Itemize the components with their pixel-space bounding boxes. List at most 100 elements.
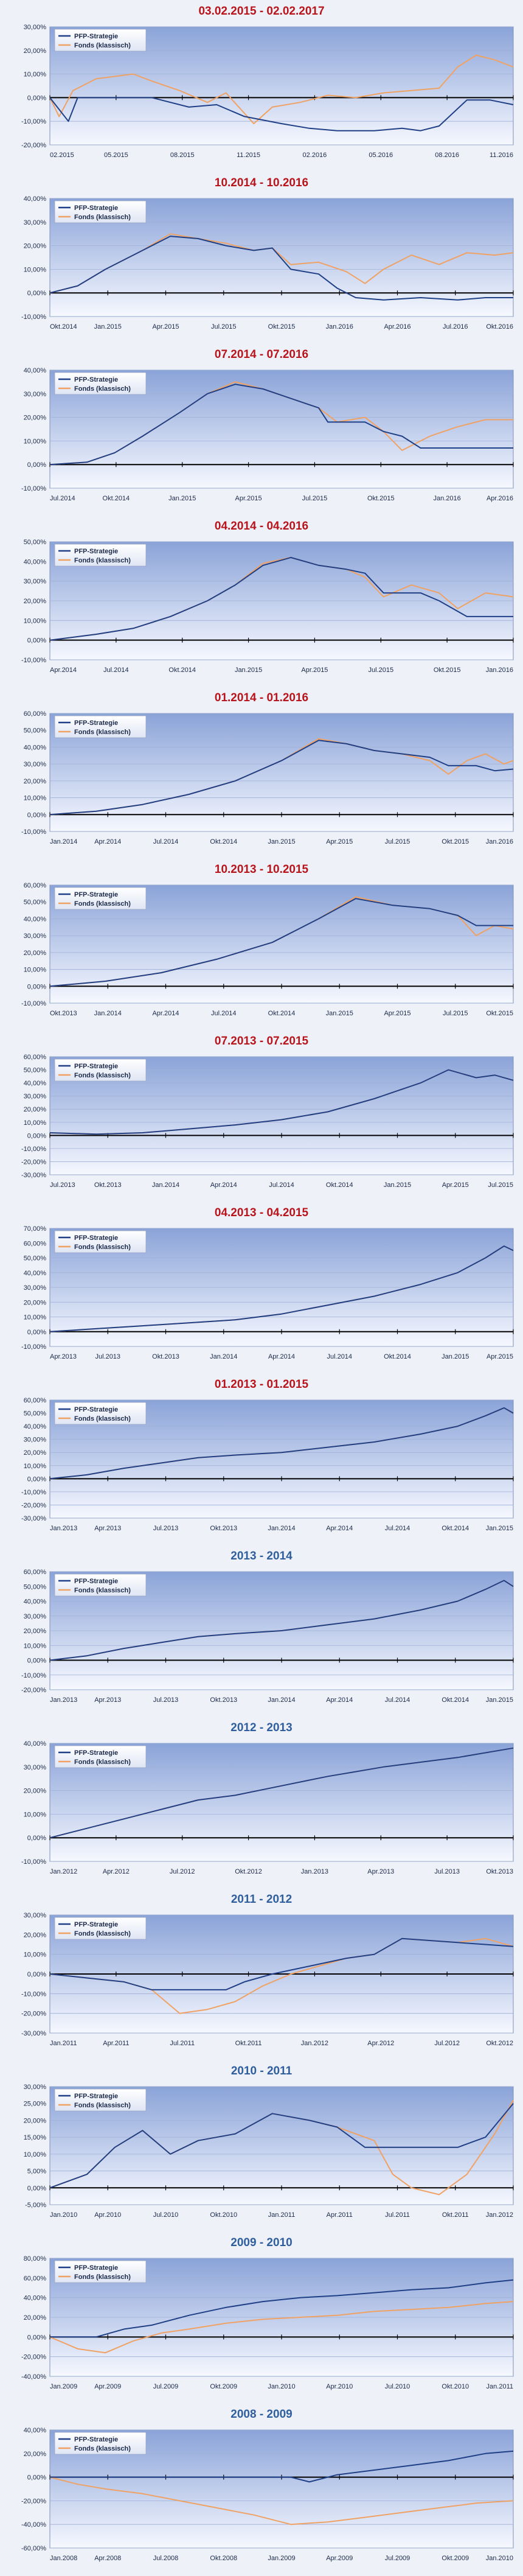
- legend: [54, 887, 147, 910]
- chart-title: 03.02.2015 - 02.02.2017: [198, 5, 325, 18]
- y-tick-label: 40,00%: [24, 1080, 47, 1087]
- y-tick-label: 50,00%: [24, 727, 47, 735]
- legend-label: Fonds (klassisch): [74, 557, 131, 564]
- y-tick-label: 40,00%: [24, 2295, 47, 2302]
- x-tick-label: Jan.2011: [268, 2211, 295, 2219]
- chart-title: 2009 - 2010: [230, 2236, 293, 2249]
- y-tick-label: 20,00%: [24, 243, 47, 250]
- chart-title: 01.2013 - 01.2015: [214, 1378, 309, 1391]
- legend-label: PFP-Strategie: [74, 2093, 118, 2100]
- chart-panel: 2011 - 2012 30,00% 20,00% 10,00% 0,00% -10,00…: [2, 1889, 521, 2053]
- y-tick-label: 20,00%: [24, 2451, 47, 2458]
- y-tick-label: 50,00%: [24, 1255, 47, 1262]
- x-tick-label: Apr.2009: [326, 2555, 353, 2562]
- x-tick-label: Apr.2015: [326, 838, 353, 845]
- x-tick-label: Okt.2015: [442, 838, 469, 845]
- chart-panel: 2013 - 2014 60,00% 50,00% 40,00% 30,00% 20,00…: [2, 1546, 521, 1709]
- y-tick-label: -10,00%: [21, 1858, 46, 1866]
- series-line-strategy: [49, 1407, 514, 1480]
- x-tick-label: Jan.2015: [326, 1010, 353, 1017]
- x-tick-label: Jan.2015: [94, 323, 122, 331]
- y-tick-label: 50,00%: [24, 899, 47, 906]
- y-tick-label: 30,00%: [24, 1912, 47, 1919]
- legend: [54, 544, 147, 567]
- x-tick-label: Apr.2014: [268, 1353, 295, 1360]
- x-tick-label: Apr.2015: [152, 323, 179, 331]
- legend-label: PFP-Strategie: [74, 376, 118, 383]
- legend-label: PFP-Strategie: [74, 1406, 118, 1413]
- x-tick-label: Jan.2014: [50, 838, 77, 845]
- chart-svg: 60,00% 50,00% 40,00% 30,00% 20,00% 10,00% 0,00…: [21, 1054, 514, 1189]
- y-tick-label: 60,00%: [24, 1054, 47, 1061]
- legend-label: Fonds (klassisch): [74, 1244, 131, 1251]
- legend-label: PFP-Strategie: [74, 719, 118, 727]
- legend: [54, 1917, 147, 1940]
- y-tick-label: 30,00%: [24, 1613, 47, 1620]
- y-tick-label: 10,00%: [24, 617, 47, 625]
- y-tick-label: 20,00%: [24, 1106, 47, 1113]
- y-tick-label: 10,00%: [24, 1951, 47, 1959]
- x-tick-label: Jul.2014: [385, 1696, 410, 1704]
- x-tick-label: Apr.2011: [103, 2040, 129, 2047]
- chart-title: 2008 - 2009: [230, 2408, 293, 2421]
- y-tick-label: 60,00%: [24, 1569, 47, 1576]
- y-tick-label: 20,00%: [24, 1449, 47, 1457]
- x-tick-label: Jan.2015: [268, 838, 295, 845]
- legend-label: PFP-Strategie: [74, 548, 118, 555]
- x-tick-label: Okt.2011: [442, 2211, 469, 2219]
- y-tick-label: -10,00%: [21, 1146, 46, 1153]
- x-tick-label: Jan.2015: [442, 1353, 469, 1360]
- y-tick-label: 40,00%: [24, 195, 47, 203]
- x-tick-label: Apr.2013: [94, 1525, 121, 1532]
- x-tick-label: Okt.2013: [152, 1353, 179, 1360]
- x-tick-label: Jan.2014: [268, 1525, 295, 1532]
- x-tick-label: Apr.2010: [94, 2211, 121, 2219]
- x-tick-label: Jan.2014: [210, 1353, 237, 1360]
- x-tick-label: Jan.2012: [301, 2040, 328, 2047]
- x-tick-label: Jan.2013: [50, 1525, 77, 1532]
- series-line-strategy: [49, 1069, 514, 1135]
- y-tick-label: -5,00%: [25, 2202, 46, 2209]
- y-tick-label: 30,00%: [24, 933, 47, 940]
- x-tick-label: Apr.2012: [103, 1868, 130, 1875]
- y-tick-label: 50,00%: [24, 1583, 47, 1591]
- chart-svg: 30,00% 20,00% 10,00% 0,00% -10,00% -20,00% -30…: [21, 1912, 514, 2047]
- y-tick-label: 10,00%: [24, 2151, 47, 2158]
- chart-svg: 40,00% 30,00% 20,00% 10,00% 0,00% -10,00% Jul.…: [21, 367, 514, 502]
- legend-label: Fonds (klassisch): [74, 1072, 131, 1079]
- legend-label: PFP-Strategie: [74, 2436, 118, 2443]
- x-tick-label: Jul.2014: [50, 495, 75, 502]
- x-tick-label: Apr.2014: [210, 1181, 237, 1189]
- legend-label: PFP-Strategie: [74, 1234, 118, 1242]
- y-tick-label: 0,00%: [27, 1329, 46, 1336]
- legend-label: PFP-Strategie: [74, 205, 118, 212]
- x-tick-label: Apr.2013: [94, 1696, 121, 1704]
- y-tick-label: -20,00%: [21, 1687, 46, 1694]
- legend: [54, 372, 147, 395]
- x-tick-label: Jul.2014: [103, 667, 129, 674]
- x-tick-label: Apr.2016: [384, 323, 410, 331]
- x-tick-label: Apr.2014: [94, 838, 121, 845]
- y-tick-label: 40,00%: [24, 744, 47, 751]
- y-tick-label: 0,00%: [27, 637, 46, 645]
- y-tick-label: 40,00%: [24, 1423, 47, 1430]
- series-line-strategy: [49, 740, 514, 816]
- series-line-strategy: [49, 556, 513, 641]
- x-tick-label: Okt.2013: [210, 1696, 237, 1704]
- y-tick-label: -10,00%: [21, 313, 46, 321]
- x-tick-label: 11.2015: [237, 152, 260, 159]
- chart-panel: 03.02.2015 - 02.02.2017 30,00% 20,00% 10,00…: [2, 1, 521, 164]
- y-tick-label: -30,00%: [21, 1172, 46, 1179]
- x-tick-label: Okt.2014: [326, 1181, 353, 1189]
- chart-svg: 80,00% 60,00% 40,00% 20,00% 0,00% -20,00% -40,…: [21, 2255, 514, 2390]
- chart-panel: 01.2014 - 01.2016 60,00% 50,00% 40,00% 30,00…: [2, 688, 521, 851]
- x-tick-label: Okt.2015: [268, 323, 296, 331]
- chart-title: 10.2014 - 10.2016: [214, 177, 309, 189]
- series-line-strategy: [50, 2450, 514, 2483]
- x-tick-label: Jul.2011: [385, 2211, 410, 2219]
- y-tick-label: 60,00%: [24, 1397, 47, 1404]
- y-tick-label: 10,00%: [24, 1463, 47, 1470]
- y-tick-label: -20,00%: [21, 1502, 46, 1509]
- y-tick-label: 30,00%: [24, 1437, 47, 1444]
- y-tick-label: 20,00%: [24, 2117, 47, 2124]
